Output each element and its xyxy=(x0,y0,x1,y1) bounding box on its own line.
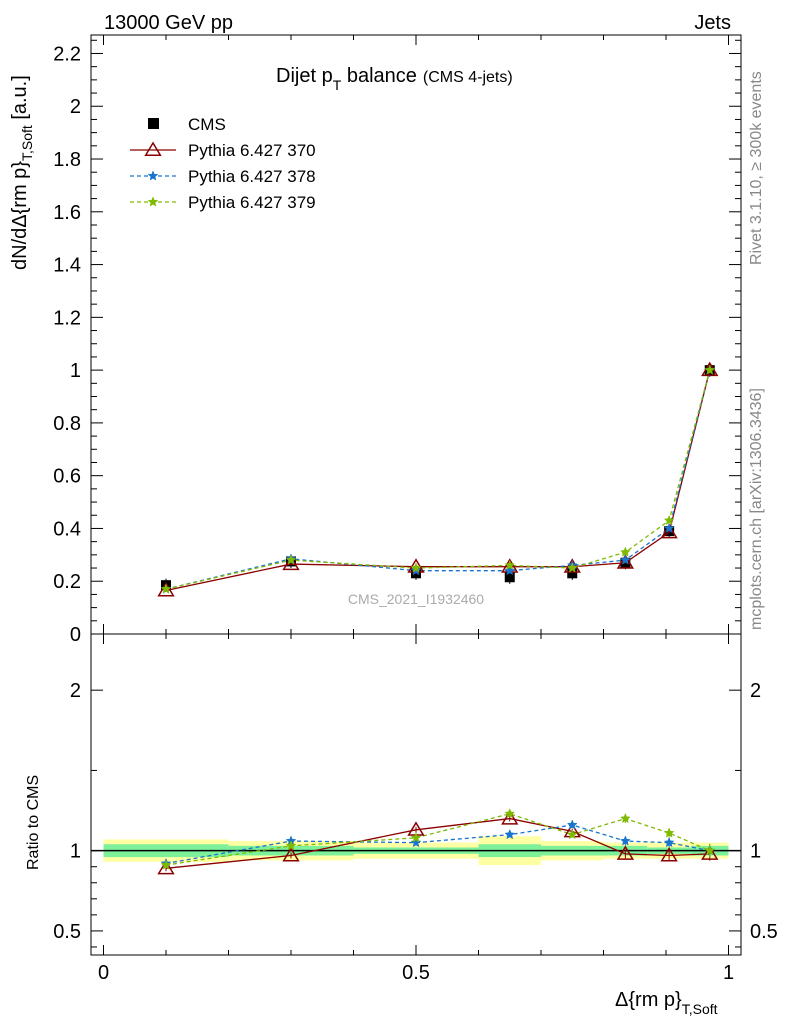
series-marker-star xyxy=(663,522,675,534)
series-marker-triangle xyxy=(282,555,300,571)
y-tick-label: 1.2 xyxy=(53,307,81,329)
legend-marker-star xyxy=(147,170,159,181)
ratio-marker-star xyxy=(504,808,516,819)
chart-title: Dijet pT balance (CMS 4-jets) xyxy=(276,65,513,93)
series-marker-star xyxy=(504,565,516,576)
y-tick-label: 0.6 xyxy=(53,466,81,488)
y-tick-label: 0.2 xyxy=(53,571,81,593)
series-marker-triangle xyxy=(157,582,175,597)
ratio-y-tick-label: 1 xyxy=(70,841,81,863)
data-points-layer xyxy=(157,361,719,875)
ratio-y-tick-label: 0.5 xyxy=(53,921,81,943)
y-tick-label: 1 xyxy=(70,360,81,382)
ratio-marker-star xyxy=(619,812,631,824)
ratio-series-line-1 xyxy=(165,817,710,869)
ratio-marker-triangle xyxy=(701,845,719,860)
x-tick-label: 1 xyxy=(723,962,734,984)
y-tick-label: 2 xyxy=(70,96,81,118)
ratio-marker-star xyxy=(566,819,578,830)
ratio-marker-triangle xyxy=(282,847,300,862)
series-marker-triangle xyxy=(616,554,635,569)
ratio-marker-star xyxy=(410,832,422,843)
ratio-series-line-2 xyxy=(165,824,710,865)
ratio-y-axis-label: Ratio to CMS xyxy=(25,775,42,870)
ratio-marker-triangle xyxy=(616,845,635,860)
ratio-marker-star xyxy=(663,827,675,838)
ratio-marker-star xyxy=(704,845,716,856)
series-marker-star xyxy=(704,364,716,375)
series-marker-star xyxy=(619,546,631,557)
legend-marker-star xyxy=(147,196,159,207)
mcplots-reference-text: mcplots.cern.ch [arXiv:1306.3436] xyxy=(748,388,765,630)
ratio-y-tick-label-right: 2 xyxy=(750,680,761,702)
y-tick-label: 1.8 xyxy=(53,149,81,171)
legend-label-3: Pythia 6.427 379 xyxy=(188,193,316,212)
ratio-plot-frame xyxy=(90,633,742,956)
ratio-y-tick-label-right: 1 xyxy=(750,841,761,863)
analysis-watermark: CMS_2021_I1932460 xyxy=(348,591,484,607)
series-line-2 xyxy=(165,369,711,590)
legend-label-1: Pythia 6.427 370 xyxy=(188,141,316,160)
ratio-marker-star xyxy=(566,828,578,840)
ratio-marker-star xyxy=(504,828,516,840)
ticks-layer: 0 0.5 1 0 0.2 0.4 0.6 0.8 1 1.2 1.4 1.6 1.8 2 2.2 0.5 0.… xyxy=(53,35,778,984)
ratio-bands-layer xyxy=(91,363,741,866)
y-tick-label: 2.2 xyxy=(53,43,81,65)
series-marker-star xyxy=(566,562,578,573)
ratio-y-tick-label-right: 0.5 xyxy=(750,921,778,943)
legend: CMS Pythia 6.427 370 Pythia 6.427 378 Pythi… xyxy=(130,115,316,212)
ratio-marker-star xyxy=(410,836,422,848)
y-tick-label: 1.4 xyxy=(53,255,81,277)
series-marker-star xyxy=(504,559,516,570)
x-tick-label: 0 xyxy=(98,962,109,984)
x-axis-label: Δ{rm p}T,Soft xyxy=(615,989,718,1017)
ratio-marker-star xyxy=(285,840,297,851)
rivet-version-text: Rivet 3.1.10, ≥ 300k events xyxy=(748,71,765,265)
series-layer xyxy=(165,369,711,872)
series-marker-star xyxy=(410,562,422,573)
y-tick-label: 0.4 xyxy=(53,518,81,540)
series-marker-star xyxy=(285,554,297,565)
series-marker-triangle xyxy=(660,523,678,539)
ratio-marker-star xyxy=(160,859,172,870)
legend-marker-cms xyxy=(148,118,159,129)
series-line-3 xyxy=(165,369,711,590)
y-tick-label: 1.6 xyxy=(53,202,81,224)
header-left: 13000 GeV pp xyxy=(104,12,233,34)
y-axis-label: dN/dΔ{rm p}T,Soft [a.u.] xyxy=(9,75,35,270)
x-tick-label: 0.5 xyxy=(402,962,430,984)
series-marker-star xyxy=(619,554,631,565)
ratio-marker-triangle xyxy=(501,810,519,825)
y-tick-label: 0 xyxy=(70,624,81,646)
legend-label-cms: CMS xyxy=(188,115,226,134)
legend-marker-triangle xyxy=(144,141,162,156)
ratio-marker-triangle xyxy=(660,847,678,862)
series-marker-star xyxy=(663,514,675,526)
series-marker-star xyxy=(160,583,172,594)
legend-label-2: Pythia 6.427 378 xyxy=(188,167,316,186)
series-marker-triangle xyxy=(563,558,581,573)
ratio-y-tick-label: 2 xyxy=(70,680,81,702)
series-line-1 xyxy=(165,369,711,592)
y-tick-label: 0.8 xyxy=(53,413,81,435)
ratio-marker-star xyxy=(619,835,631,846)
ratio-marker-triangle xyxy=(157,859,175,875)
ratio-series-line-3 xyxy=(165,813,711,866)
ratio-marker-star xyxy=(663,836,675,848)
header-right: Jets xyxy=(694,12,731,34)
